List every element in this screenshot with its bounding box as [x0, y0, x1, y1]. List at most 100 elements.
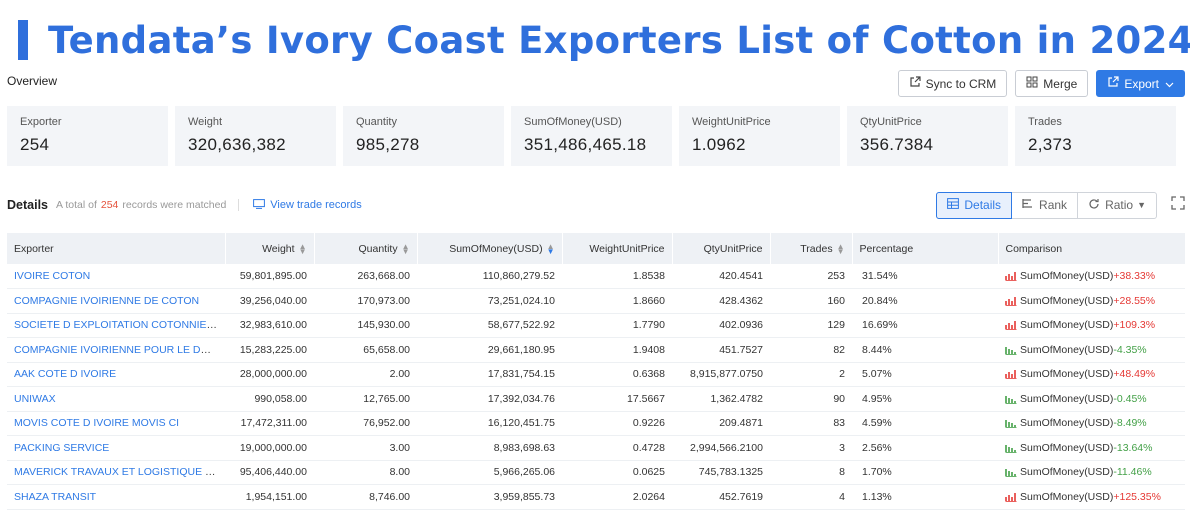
cell-weight: 19,000,000.00	[225, 435, 314, 461]
details-bar: Details A total of 254 records were matche…	[7, 191, 1185, 219]
col-header-weight[interactable]: Weight ▲ ▼	[225, 233, 315, 264]
cell-quantity: 8.00	[314, 460, 417, 485]
merge-icon	[1026, 76, 1038, 91]
records-matched-text: A total of 254 records were matched	[56, 199, 226, 211]
cell-trades: 160	[770, 288, 852, 314]
col-header-trades[interactable]: Trades ▲ ▼	[770, 233, 853, 264]
tab-ratio[interactable]: Ratio ▼	[1078, 193, 1156, 218]
sync-to-crm-label: Sync to CRM	[925, 76, 997, 91]
table-row: IVOIRE COTON 59,801,895.00 263,668.00 110,8…	[7, 264, 1185, 289]
exporter-link[interactable]: UNIWAX	[14, 392, 56, 405]
tab-details[interactable]: Details	[936, 191, 1013, 219]
trend-up-chart-icon	[1005, 492, 1017, 502]
fullscreen-icon[interactable]	[1171, 196, 1185, 214]
comparison-label: SumOfMoney(USD)	[1020, 270, 1114, 282]
cell-percentage: 16.69%	[852, 313, 998, 338]
cell-weight-unit-price: 17.5667	[562, 386, 672, 412]
merge-button[interactable]: Merge	[1015, 70, 1089, 97]
cell-qty-unit-price: 451.7527	[672, 337, 770, 363]
cell-trades: 253	[770, 264, 852, 289]
cell-weight-unit-price: 2.0264	[562, 484, 672, 510]
cell-qty-unit-price: 452.7619	[672, 484, 770, 510]
sort-icon[interactable]: ▲ ▼	[546, 241, 555, 256]
cell-weight-unit-price: 1.7790	[562, 313, 672, 338]
matched-suffix: records were matched	[122, 199, 227, 211]
cell-qty-unit-price: 402.0936	[672, 313, 770, 338]
sort-icon[interactable]: ▲ ▼	[401, 241, 410, 256]
exporter-link[interactable]: IVOIRE COTON	[14, 270, 91, 282]
col-header-exporter: Exporter	[7, 233, 226, 264]
sync-to-crm-button[interactable]: Sync to CRM	[897, 70, 1008, 97]
cell-sum: 29,661,180.95	[417, 337, 562, 363]
cell-weight: 990,058.00	[225, 386, 314, 412]
cell-quantity: 8,746.00	[314, 484, 417, 510]
col-header-sum[interactable]: SumOfMoney(USD) ▲ ▼	[417, 233, 563, 264]
exporter-link[interactable]: MOVIS COTE D IVOIRE MOVIS CI	[14, 417, 180, 430]
matched-count: 254	[100, 199, 119, 211]
page-title-bar: Tendata’s Ivory Coast Exporters List of …	[18, 18, 1190, 62]
comparison-cell: SumOfMoney(USD) -4.35%	[1005, 344, 1178, 356]
cell-sum: 73,251,024.10	[417, 288, 562, 314]
exporter-link[interactable]: COMPAGNIE IVOIRIENNE POUR LE DEVELO...	[14, 343, 225, 356]
summary-card-sumofmoney-usd: SumOfMoney(USD) 351,486,465.18	[511, 106, 672, 166]
cell-sum: 17,831,754.15	[417, 362, 562, 387]
cell-weight: 59,801,895.00	[225, 264, 314, 289]
comparison-cell: SumOfMoney(USD) +28.55%	[1005, 295, 1178, 307]
exporter-link[interactable]: AAK COTE D IVOIRE	[14, 368, 117, 381]
cell-percentage: 31.54%	[852, 264, 998, 289]
comparison-value: -4.35%	[1113, 343, 1147, 356]
cell-percentage: 2.56%	[852, 435, 998, 461]
card-label: Exporter	[20, 116, 62, 128]
table-row: PACKING SERVICE 19,000,000.00 3.00 8,983,69…	[7, 435, 1185, 461]
tab-details-label: Details	[964, 198, 1002, 212]
cell-sum: 58,677,522.92	[417, 313, 562, 338]
summary-card-weight: Weight 320,636,382	[175, 106, 336, 166]
comparison-cell: SumOfMoney(USD) +109.3%	[1005, 319, 1178, 331]
card-value: 320,636,382	[188, 135, 286, 154]
comparison-label: SumOfMoney(USD)	[1020, 466, 1114, 479]
card-value: 985,278	[356, 135, 420, 154]
cell-qty-unit-price: 428.4362	[672, 288, 770, 314]
exporter-link[interactable]: SHAZA TRANSIT	[14, 490, 97, 503]
cell-weight-unit-price: 1.8660	[562, 288, 672, 314]
cell-weight: 1,954,151.00	[225, 484, 314, 510]
cell-weight: 15,283,225.00	[225, 337, 314, 363]
card-value: 351,486,465.18	[524, 135, 647, 154]
tab-rank[interactable]: Rank	[1012, 192, 1079, 218]
view-trade-records-link[interactable]: View trade records	[253, 198, 362, 212]
comparison-cell: SumOfMoney(USD) -13.64%	[1005, 442, 1178, 454]
cell-percentage: 8.44%	[852, 337, 998, 363]
exporter-link[interactable]: MAVERICK TRAVAUX ET LOGISTIQUE SA	[14, 466, 219, 479]
cell-percentage: 1.70%	[852, 460, 998, 485]
summary-card-quantity: Quantity 985,278	[343, 106, 504, 166]
sort-icon[interactable]: ▲ ▼	[298, 241, 307, 256]
exporter-link[interactable]: PACKING SERVICE	[14, 441, 110, 454]
cell-sum: 17,392,034.76	[417, 386, 562, 412]
comparison-cell: SumOfMoney(USD) +38.33%	[1005, 270, 1178, 282]
trend-up-chart-icon	[1005, 369, 1017, 380]
cell-quantity: 3.00	[314, 435, 417, 461]
col-header-quantity[interactable]: Quantity ▲ ▼	[314, 233, 418, 264]
cell-qty-unit-price: 1,362.4782	[672, 386, 770, 412]
trend-down-chart-icon	[1005, 345, 1017, 355]
comparison-label: SumOfMoney(USD)	[1020, 417, 1114, 430]
chevron-down-icon	[1165, 77, 1174, 91]
cell-weight: 17,472,311.00	[225, 411, 314, 436]
trend-up-chart-icon	[1005, 320, 1017, 331]
exporter-link[interactable]: SOCIETE D EXPLOITATION COTONNIERE O	[14, 319, 225, 332]
comparison-value: +109.3%	[1113, 319, 1156, 332]
summary-card-exporter: Exporter 254	[7, 106, 168, 166]
details-title: Details	[7, 198, 48, 212]
comparison-value: +28.55%	[1113, 294, 1156, 307]
sort-icon[interactable]: ▲ ▼	[836, 241, 845, 256]
exporters-table: Exporter Weight ▲ ▼ Quantity ▲ ▼ SumOfMoney(…	[7, 233, 1186, 510]
export-button[interactable]: Export	[1096, 70, 1185, 97]
cell-percentage: 4.59%	[852, 411, 998, 436]
cell-sum: 8,983,698.63	[417, 435, 562, 461]
trend-up-chart-icon	[1005, 296, 1017, 306]
cell-quantity: 263,668.00	[314, 264, 417, 289]
title-accent-bar	[18, 20, 28, 60]
comparison-label: SumOfMoney(USD)	[1020, 392, 1114, 405]
refresh-icon	[1088, 198, 1100, 213]
exporter-link[interactable]: COMPAGNIE IVOIRIENNE DE COTON	[14, 294, 200, 307]
